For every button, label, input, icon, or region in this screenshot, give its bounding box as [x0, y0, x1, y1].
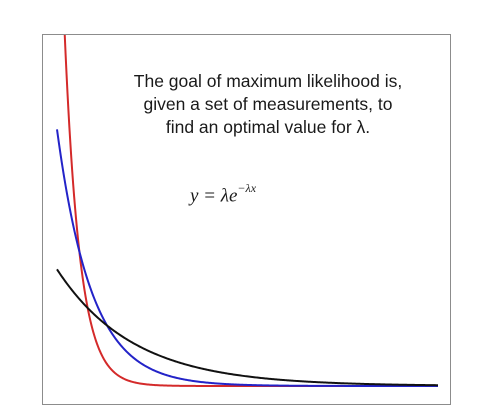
- caption-line-3: find an optimal value for λ.: [108, 116, 428, 139]
- formula-base: y = λe: [190, 185, 237, 206]
- black-curve: [57, 269, 438, 385]
- caption-line-1: The goal of maximum likelihood is,: [108, 70, 428, 93]
- blue-curve: [57, 129, 438, 386]
- formula-exponent: −λx: [237, 181, 256, 195]
- caption-line-2: given a set of measurements, to: [108, 93, 428, 116]
- caption-text: The goal of maximum likelihood is, given…: [108, 70, 428, 139]
- exponential-formula: y = λe−λx: [190, 183, 350, 207]
